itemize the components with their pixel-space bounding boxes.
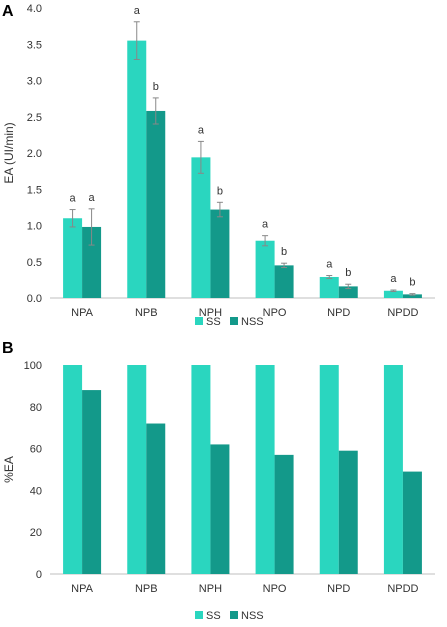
bar-ss-npdd [383, 290, 403, 298]
y-tick-label: 4.0 [27, 3, 42, 15]
significance-letter: b [409, 277, 415, 289]
legend-label-ss: SS [206, 316, 221, 328]
significance-letter: a [198, 124, 205, 136]
bar-ss-npd [319, 276, 339, 298]
significance-letter: b [281, 246, 287, 258]
bar-ss-npd [319, 365, 339, 574]
legend: SS NSS [195, 610, 264, 622]
significance-letter: a [70, 193, 77, 205]
legend-swatch-nss [230, 611, 238, 619]
x-tick-label: NPD [327, 307, 350, 319]
chart-b: 0 20 40 60 80 100 %EA NPA NPB NPH NPO NPD NPDD SS NSS [2, 360, 435, 622]
y-tick-label: 0.0 [27, 293, 42, 305]
y-tick-label: 1.0 [27, 221, 42, 233]
bar-nss-npa [82, 390, 102, 574]
chart-a: 0.0 0.5 1.0 1.5 2.0 2.5 3.0 3.5 4.0 EA (UI/min) NP… [2, 3, 435, 328]
y-tick-label: 2.0 [27, 148, 42, 160]
y-tick-label: 2.5 [27, 112, 42, 124]
bar-ss-npo [255, 365, 275, 574]
y-tick-label: 20 [30, 527, 42, 539]
legend-swatch-ss [195, 317, 203, 325]
bar-nss-npd [338, 450, 358, 574]
bar-ss-npb [127, 365, 147, 574]
bar-nss-npdd [402, 471, 422, 574]
y-tick-label: 3.5 [27, 39, 42, 51]
bar-nss-npo [274, 265, 294, 298]
bar-nss-npo [274, 454, 294, 574]
y-tick-label: 60 [30, 444, 42, 456]
x-tick-label: NPDD [387, 307, 418, 319]
bar-nss-npd [338, 286, 358, 298]
bar-ss-npa [63, 365, 83, 574]
panel-label-b: B [2, 340, 14, 357]
significance-letter: a [262, 219, 269, 231]
bar-nss-npa [82, 226, 102, 298]
x-tick-label: NPO [263, 307, 287, 319]
x-tick-label: NPB [135, 307, 158, 319]
x-tick-label: NPD [327, 583, 350, 595]
significance-letter: a [390, 273, 397, 285]
x-tick-label: NPH [199, 307, 222, 319]
significance-letter: a [134, 5, 141, 17]
significance-letter: b [153, 81, 159, 93]
y-axis-label: EA (UI/min) [2, 122, 16, 183]
bar-nss-npb [146, 423, 166, 574]
y-tick-label: 0 [36, 569, 42, 581]
legend-swatch-ss [195, 611, 203, 619]
bar-ss-nph [191, 157, 211, 298]
bar-ss-nph [191, 365, 211, 574]
legend-label-nss: NSS [241, 610, 264, 622]
bar-ss-npa [63, 218, 83, 298]
legend-label-nss: NSS [241, 316, 264, 328]
significance-letter: a [89, 192, 96, 204]
bar-nss-npb [146, 110, 166, 298]
y-tick-label: 0.5 [27, 257, 42, 269]
bar-ss-npdd [383, 365, 403, 574]
legend-label-ss: SS [206, 610, 221, 622]
significance-letter: b [217, 185, 223, 197]
legend-swatch-nss [230, 317, 238, 325]
x-tick-label: NPDD [387, 583, 418, 595]
y-tick-label: 80 [30, 402, 42, 414]
y-tick-label: 40 [30, 485, 42, 497]
y-axis-label: %EA [2, 456, 16, 483]
bar-nss-nph [210, 209, 230, 298]
legend: SS NSS [195, 316, 264, 328]
x-tick-label: NPH [199, 583, 222, 595]
bar-ss-npo [255, 240, 275, 298]
x-tick-label: NPA [71, 583, 93, 595]
y-tick-label: 3.0 [27, 76, 42, 88]
bar-nss-nph [210, 444, 230, 574]
significance-letter: b [345, 267, 351, 279]
x-tick-label: NPO [263, 583, 287, 595]
y-tick-label: 1.5 [27, 184, 42, 196]
x-tick-label: NPA [71, 307, 93, 319]
panel-label-a: A [2, 3, 14, 20]
bar-nss-npdd [402, 294, 422, 298]
x-tick-label: NPB [135, 583, 158, 595]
y-tick-label: 100 [24, 360, 42, 372]
bar-ss-npb [127, 40, 147, 298]
significance-letter: a [326, 259, 333, 271]
